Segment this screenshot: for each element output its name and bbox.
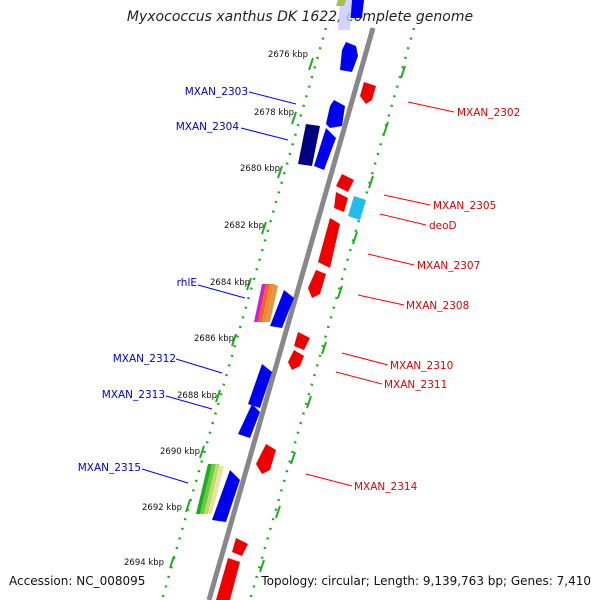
genome-stats-text: Topology: circular; Length: 9,139,763 bp… — [261, 574, 591, 588]
gene-2313 — [238, 404, 260, 438]
gene-label-deoD[interactable]: deoD — [429, 220, 457, 232]
gene-2676 — [340, 42, 358, 72]
forward-genes — [212, 0, 364, 522]
gene-2305-b — [334, 192, 348, 212]
tick-marks — [169, 57, 406, 573]
tick-label-2680: 2680 kbp — [240, 164, 280, 174]
tick-label-2692: 2692 kbp — [142, 503, 182, 513]
rhlE-gene-block — [254, 284, 278, 322]
gene-top-green — [336, 0, 346, 6]
leader-lines — [141, 91, 455, 487]
reverse-genes — [216, 82, 376, 600]
gene-label-mxan-2313[interactable]: MXAN_2313 — [102, 389, 165, 401]
gene-deoD — [348, 196, 366, 220]
gene-rhlE-block — [270, 290, 294, 328]
gene-2312 — [248, 364, 272, 408]
gene-2303 — [326, 100, 345, 128]
gene-label-mxan-2311[interactable]: MXAN_2311 — [384, 379, 447, 391]
gene-label-mxan-2303[interactable]: MXAN_2303 — [185, 86, 248, 98]
gene-2304 — [314, 128, 336, 170]
gene-label-mxan-2310[interactable]: MXAN_2310 — [390, 360, 453, 372]
gene-2305-a — [336, 174, 354, 192]
gene-2308 — [308, 270, 326, 298]
accession-text: Accession: NC_008095 — [9, 574, 146, 588]
genome-backbone — [206, 27, 376, 600]
gene-label-mxan-2304[interactable]: MXAN_2304 — [176, 121, 240, 133]
gene-2694-b — [216, 558, 240, 600]
gene-2314 — [256, 444, 276, 474]
gene-label-mxan-2312[interactable]: MXAN_2312 — [113, 353, 176, 365]
gene-2302 — [360, 82, 376, 104]
gene-label-mxan-2314[interactable]: MXAN_2314 — [354, 481, 418, 493]
left-dotted-guide — [160, 27, 328, 600]
gene-label-mxan-2302[interactable]: MXAN_2302 — [457, 107, 520, 119]
gene-2311 — [288, 350, 304, 370]
tick-label-2688: 2688 kbp — [177, 391, 217, 401]
tick-label-2686: 2686 kbp — [194, 334, 234, 344]
gene-top-partial — [350, 0, 364, 18]
tick-label-2694: 2694 kbp — [124, 558, 164, 568]
tick-label-2676: 2676 kbp — [268, 50, 308, 60]
gene-top-light — [338, 0, 352, 30]
tick-label-2684: 2684 kbp — [210, 278, 250, 288]
tick-label-2678: 2678 kbp — [254, 108, 294, 118]
gene-2315 — [212, 470, 240, 522]
genome-title: Myxococcus xanthus DK 1622, complete gen… — [126, 9, 474, 25]
gene-label-mxan-2308[interactable]: MXAN_2308 — [406, 300, 469, 312]
gene-2304-dark — [298, 124, 320, 166]
gene-2310 — [294, 332, 310, 350]
gene-label-mxan-2305[interactable]: MXAN_2305 — [433, 200, 496, 212]
tick-label-2682: 2682 kbp — [224, 221, 264, 231]
gene-label-rhlE[interactable]: rhlE — [177, 277, 197, 289]
gene-label-mxan-2315[interactable]: MXAN_2315 — [78, 462, 141, 474]
mxan2315-gene-block — [196, 464, 224, 514]
gene-2694-a — [232, 538, 248, 556]
gene-2307 — [318, 218, 340, 268]
tick-label-2690: 2690 kbp — [160, 447, 200, 457]
gene-label-mxan-2307[interactable]: MXAN_2307 — [417, 260, 480, 272]
